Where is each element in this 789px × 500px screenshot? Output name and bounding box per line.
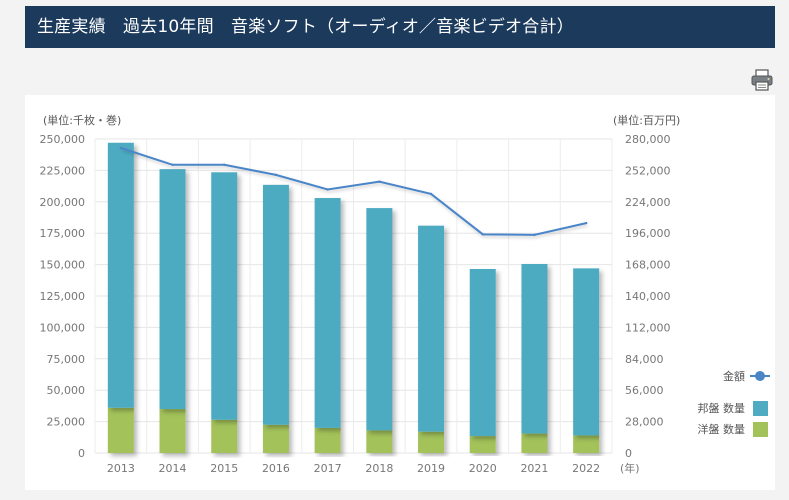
left-tick-label: 75,000 (47, 353, 86, 366)
amount-point (223, 163, 226, 166)
bar-houban-2019 (418, 225, 445, 432)
left-tick-label: 200,000 (40, 196, 86, 209)
amount-point (274, 173, 278, 177)
bar-youban-2018 (366, 430, 393, 453)
x-tick-label: 2020 (469, 462, 497, 475)
bar-houban-2013 (107, 142, 134, 408)
amount-point (171, 163, 174, 166)
x-tick-label: 2017 (314, 462, 342, 475)
left-tick-label: 100,000 (40, 321, 86, 334)
right-tick-label: 196,000 (625, 227, 671, 240)
chart-panel: 0 0 25,000 28,000 50,000 56,000 75,000 84,000 10… (25, 95, 775, 490)
bar-youban-2021 (521, 433, 548, 453)
bar-youban-2019 (418, 431, 445, 453)
amount-point (378, 180, 381, 183)
left-tick-label: 125,000 (40, 290, 86, 303)
amount-point (429, 192, 433, 196)
x-tick-label: 2013 (107, 462, 135, 475)
amount-point (533, 233, 536, 237)
left-tick-label: 175,000 (40, 227, 86, 240)
left-tick-label: 0 (78, 447, 85, 460)
bar-houban-2020 (469, 268, 496, 437)
x-tick-label: 2019 (417, 462, 445, 475)
production-chart: 0 0 25,000 28,000 50,000 56,000 75,000 84,000 10… (40, 113, 770, 475)
right-tick-label: 84,000 (625, 353, 664, 366)
x-tick-label: 2022 (572, 462, 600, 475)
legend-label: 金額 (723, 369, 745, 383)
bar-houban-2018 (366, 208, 393, 431)
legend-box-swatch (753, 401, 768, 416)
legend-box-swatch (753, 422, 768, 437)
left-tick-label: 150,000 (40, 259, 86, 272)
bar-houban-2022 (573, 268, 600, 436)
legend-line-marker (755, 371, 765, 381)
right-tick-label: 140,000 (625, 290, 671, 303)
amount-point (326, 188, 329, 191)
x-axis-unit-label: (年) (620, 461, 640, 475)
bar-youban-2015 (211, 419, 238, 453)
bar-houban-2015 (211, 172, 238, 420)
bar-youban-2020 (469, 436, 496, 453)
x-tick-label: 2016 (262, 462, 290, 475)
page-title: 生産実績 過去10年間 音楽ソフト（オーディオ／音楽ビデオ合計） (25, 6, 775, 48)
legend-label: 洋盤 数量 (698, 422, 746, 436)
left-tick-label: 25,000 (47, 416, 86, 429)
amount-point (119, 146, 123, 150)
left-tick-label: 250,000 (40, 133, 86, 146)
left-tick-label: 225,000 (40, 164, 86, 177)
right-tick-label: 112,000 (625, 321, 671, 334)
bar-youban-2014 (159, 409, 186, 453)
right-tick-label: 28,000 (625, 416, 664, 429)
right-tick-label: 280,000 (625, 133, 671, 146)
amount-point (584, 221, 588, 225)
right-tick-label: 252,000 (625, 164, 671, 177)
right-tick-label: 56,000 (625, 384, 664, 397)
left-axis-unit-label: (単位:千枚・巻) (43, 113, 121, 127)
bar-houban-2016 (262, 184, 289, 425)
amount-line (120, 147, 587, 236)
bar-houban-2014 (159, 169, 186, 410)
right-tick-label: 168,000 (625, 259, 671, 272)
bar-youban-2022 (573, 435, 600, 453)
bar-houban-2017 (314, 198, 341, 428)
x-tick-label: 2014 (159, 462, 187, 475)
amount-point (481, 233, 484, 236)
x-tick-label: 2021 (520, 462, 548, 475)
bar-youban-2013 (107, 407, 134, 453)
legend-label: 邦盤 数量 (698, 402, 746, 415)
bar-youban-2017 (314, 427, 341, 453)
bar-houban-2021 (521, 263, 548, 434)
bar-youban-2016 (262, 424, 289, 453)
x-tick-label: 2015 (210, 462, 238, 475)
right-tick-label: 0 (625, 447, 632, 460)
printer-icon[interactable] (751, 69, 773, 91)
right-tick-label: 224,000 (625, 196, 671, 209)
x-tick-label: 2018 (365, 462, 393, 475)
right-axis-unit-label: (単位:百万円) (613, 113, 680, 127)
left-tick-label: 50,000 (47, 384, 86, 397)
